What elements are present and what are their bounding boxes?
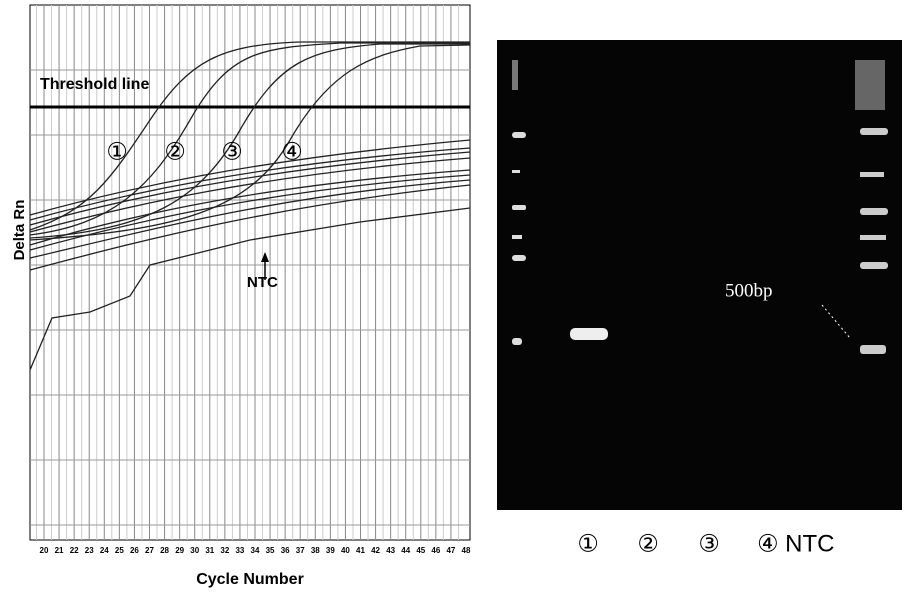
cycle-label: 36 [281, 546, 290, 555]
cycle-label: 43 [386, 546, 395, 555]
cycle-label: 47 [446, 546, 455, 555]
cycle-label: 42 [371, 546, 380, 555]
lane-label: ② [637, 530, 659, 557]
cycle-label: 44 [401, 546, 410, 555]
curve-label: ③ [221, 138, 243, 165]
cycle-label: 35 [266, 546, 275, 555]
cycle-label: 26 [130, 546, 139, 555]
figure: Threshold line ① ② ③ ④ NTC Delta Rn 20 21… [0, 0, 902, 595]
cycle-labels: 20 21 22 23 24 25 26 27 28 29 30 31 32 33 34 35 36 37 38 39… [40, 546, 471, 555]
cycle-label: 34 [251, 546, 260, 555]
cycle-label: 30 [190, 546, 199, 555]
cycle-label: 20 [40, 546, 49, 555]
lane-label: ③ [698, 530, 720, 557]
y-axis-label: Delta Rn [11, 200, 28, 261]
curve-label: ② [164, 138, 186, 165]
cycle-label: 23 [85, 546, 94, 555]
cycle-label: 48 [462, 546, 471, 555]
curve-label: ④ [281, 138, 303, 165]
cycle-label: 27 [145, 546, 154, 555]
ntc-label: NTC [247, 274, 278, 291]
cycle-label: 25 [115, 546, 124, 555]
marker-label: 500bp [725, 280, 773, 301]
lane-label: ① [577, 530, 599, 557]
cycle-label: 37 [296, 546, 305, 555]
gel-image: 500bp ① ② ③ ④ NTC [497, 40, 902, 557]
cycle-label: 24 [100, 546, 109, 555]
gel-background [497, 40, 902, 510]
threshold-label: Threshold line [40, 76, 149, 93]
lane-label: ④ NTC [757, 530, 835, 557]
x-axis-label: Cycle Number [196, 571, 304, 588]
cycle-label: 39 [326, 546, 335, 555]
cycle-label: 38 [311, 546, 320, 555]
cycle-label: 46 [431, 546, 440, 555]
cycle-label: 32 [220, 546, 229, 555]
band [570, 328, 608, 340]
cycle-label: 28 [160, 546, 169, 555]
cycle-label: 45 [416, 546, 425, 555]
amplification-plot: Threshold line ① ② ③ ④ NTC Delta Rn 20 21… [11, 5, 471, 588]
cycle-label: 22 [70, 546, 79, 555]
curve-label: ① [106, 138, 128, 165]
cycle-label: 40 [341, 546, 350, 555]
cycle-label: 41 [356, 546, 365, 555]
cycle-label: 29 [175, 546, 184, 555]
cycle-label: 31 [205, 546, 214, 555]
cycle-label: 33 [235, 546, 244, 555]
cycle-label: 21 [55, 546, 64, 555]
